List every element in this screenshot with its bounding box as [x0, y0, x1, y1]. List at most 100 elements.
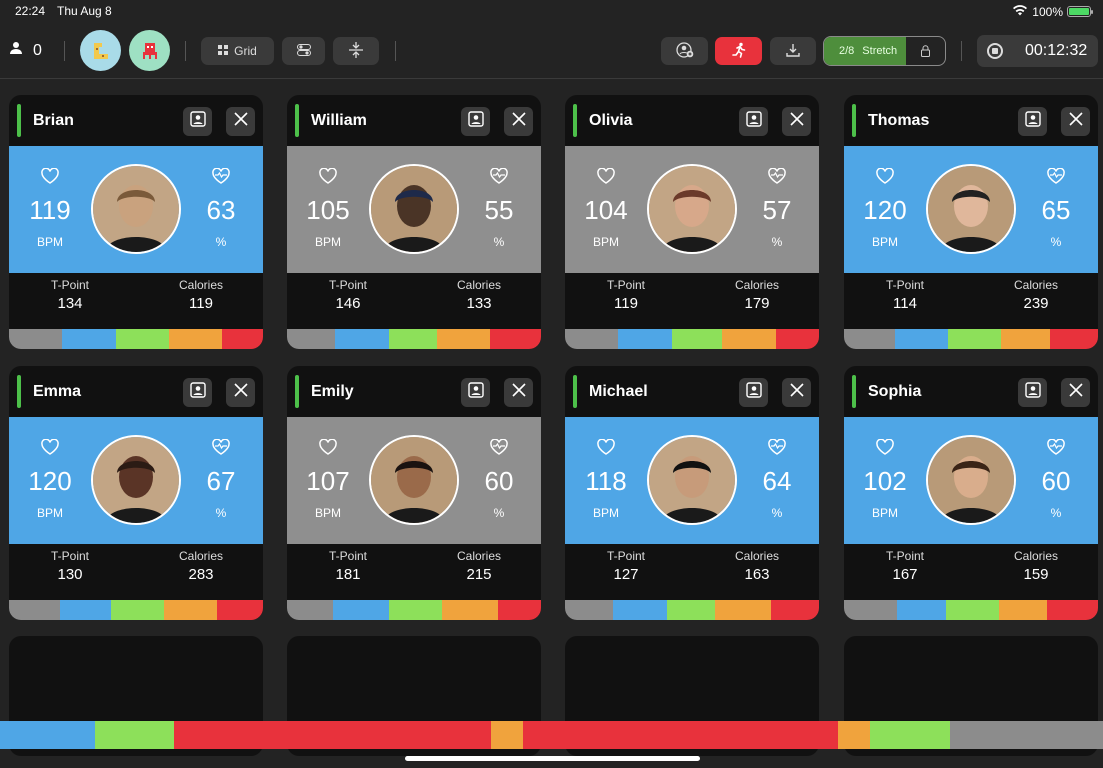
- participant-card[interactable]: William 105 BPM: [287, 95, 541, 349]
- remove-participant-button[interactable]: [226, 107, 255, 136]
- percent-unit: %: [493, 235, 505, 249]
- participant-card[interactable]: Michael 118 BPM: [565, 366, 819, 620]
- participant-photo: [91, 435, 181, 525]
- calories-value: 163: [744, 566, 770, 583]
- tpoint-label: T-Point: [606, 278, 645, 292]
- bpm-unit: BPM: [871, 235, 898, 249]
- tpoint-value: 167: [892, 566, 918, 583]
- percent-value: 63: [206, 195, 236, 225]
- participants-counter[interactable]: 0: [9, 41, 42, 60]
- workout-mode-button[interactable]: [715, 37, 762, 65]
- participant-card[interactable]: Thomas 120 BPM: [844, 95, 1098, 349]
- calories-label: Calories: [178, 278, 223, 292]
- bpm-unit: BPM: [592, 506, 619, 520]
- tpoint-label: T-Point: [606, 549, 645, 563]
- remove-participant-button[interactable]: [782, 107, 811, 136]
- remove-participant-button[interactable]: [226, 378, 255, 407]
- session-zone-timeline: [0, 721, 1103, 749]
- divider: [961, 41, 962, 61]
- remove-participant-button[interactable]: [1061, 107, 1090, 136]
- participant-card[interactable]: Emily 107 BPM: [287, 366, 541, 620]
- participant-card[interactable]: Brian 119 BPM: [9, 95, 263, 349]
- profile-button[interactable]: [739, 107, 768, 136]
- contact-card-icon: [1024, 382, 1041, 403]
- remove-participant-button[interactable]: [504, 107, 533, 136]
- remove-participant-button[interactable]: [1061, 378, 1090, 407]
- contact-card-icon: [745, 111, 762, 132]
- zone-segment: [441, 600, 498, 620]
- zone-distribution-bar: [9, 600, 263, 620]
- grid-icon: [218, 44, 229, 58]
- status-bar-indicator: [17, 104, 21, 137]
- zone-segment: [115, 329, 169, 349]
- stretch-progress-button[interactable]: 2/8 Stretch: [823, 36, 946, 66]
- card-header: Sophia: [844, 366, 1098, 416]
- card-stats: T-Point 167 Calories 159: [844, 549, 1098, 599]
- percent-unit: %: [493, 506, 505, 520]
- heart-icon: [845, 439, 925, 455]
- profile-button[interactable]: [461, 107, 490, 136]
- tpoint-label: T-Point: [885, 549, 924, 563]
- zone-segment: [897, 600, 946, 620]
- octopus-avatar-icon[interactable]: [129, 30, 170, 71]
- profile-button[interactable]: [1018, 378, 1047, 407]
- calories-stat: Calories 159: [986, 549, 1086, 583]
- tpoint-value: 127: [613, 566, 639, 583]
- zone-segment: [59, 600, 111, 620]
- tpoint-value: 146: [335, 295, 361, 312]
- battery-percent: 100%: [1032, 4, 1063, 19]
- tpoint-value: 114: [893, 295, 917, 312]
- calories-label: Calories: [456, 278, 501, 292]
- profile-button[interactable]: [461, 378, 490, 407]
- lock-icon: [906, 37, 945, 65]
- calories-stat: Calories 133: [429, 278, 529, 312]
- heart-icon: [566, 168, 646, 184]
- download-button[interactable]: [770, 37, 816, 65]
- grid-view-button[interactable]: Grid: [201, 37, 274, 65]
- card-header: Emily: [287, 366, 541, 416]
- tpoint-label: T-Point: [328, 278, 367, 292]
- session-timer[interactable]: 00:12:32: [977, 35, 1098, 67]
- status-bar-indicator: [852, 104, 856, 137]
- giraffe-avatar-icon[interactable]: [80, 30, 121, 71]
- status-bar: 22:24 Thu Aug 8 100%: [0, 0, 1103, 22]
- zone-segment: [335, 329, 389, 349]
- card-stats: T-Point 181 Calories 215: [287, 549, 541, 599]
- participant-name: Michael: [589, 383, 648, 400]
- profile-button[interactable]: [739, 378, 768, 407]
- remove-participant-button[interactable]: [782, 378, 811, 407]
- remove-participant-button[interactable]: [504, 378, 533, 407]
- contact-card-icon: [467, 111, 484, 132]
- zone-segment: [945, 600, 999, 620]
- tpoint-stat: T-Point 167: [855, 549, 955, 583]
- zone-segment: [1047, 600, 1098, 620]
- participant-card[interactable]: Olivia 104 BPM: [565, 95, 819, 349]
- calories-value: 283: [188, 566, 214, 583]
- heart-rate-panel: 105 BPM 55 %: [287, 146, 541, 273]
- calories-label: Calories: [178, 549, 223, 563]
- profile-button[interactable]: [1018, 107, 1047, 136]
- percent-value: 60: [484, 466, 514, 496]
- compress-button[interactable]: [333, 37, 379, 65]
- grid-label: Grid: [234, 44, 257, 58]
- profile-button[interactable]: [183, 378, 212, 407]
- close-icon: [1068, 383, 1083, 402]
- bpm-unit: BPM: [592, 235, 619, 249]
- card-header: Thomas: [844, 95, 1098, 145]
- status-right: 100%: [1012, 4, 1093, 19]
- timer-value: 00:12:32: [1025, 42, 1088, 59]
- profile-button[interactable]: [183, 107, 212, 136]
- calories-stat: Calories 163: [707, 549, 807, 583]
- calories-stat: Calories 283: [151, 549, 251, 583]
- zone-segment: [168, 329, 223, 349]
- participant-card[interactable]: Emma 120 BPM: [9, 366, 263, 620]
- stop-record-icon[interactable]: [987, 43, 1003, 59]
- participant-card[interactable]: Sophia 102 BPM: [844, 366, 1098, 620]
- close-icon: [1068, 112, 1083, 131]
- add-user-button[interactable]: [661, 37, 708, 65]
- status-bar-indicator: [295, 104, 299, 137]
- percent-value: 55: [484, 195, 514, 225]
- bpm-value: 104: [584, 195, 628, 225]
- divider: [185, 41, 186, 61]
- toggle-settings-button[interactable]: [282, 37, 325, 65]
